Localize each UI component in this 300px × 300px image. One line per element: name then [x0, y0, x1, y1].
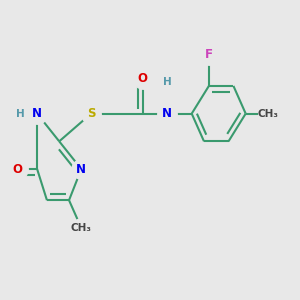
Text: N: N — [76, 163, 86, 176]
Text: O: O — [13, 163, 22, 176]
Text: H: H — [163, 77, 172, 88]
Text: S: S — [87, 107, 95, 120]
Text: H: H — [16, 109, 24, 118]
Text: F: F — [205, 48, 213, 61]
Text: N: N — [162, 107, 172, 120]
Text: N: N — [32, 107, 42, 120]
Text: O: O — [138, 73, 148, 85]
Text: CH₃: CH₃ — [257, 109, 278, 118]
Text: CH₃: CH₃ — [71, 223, 92, 233]
